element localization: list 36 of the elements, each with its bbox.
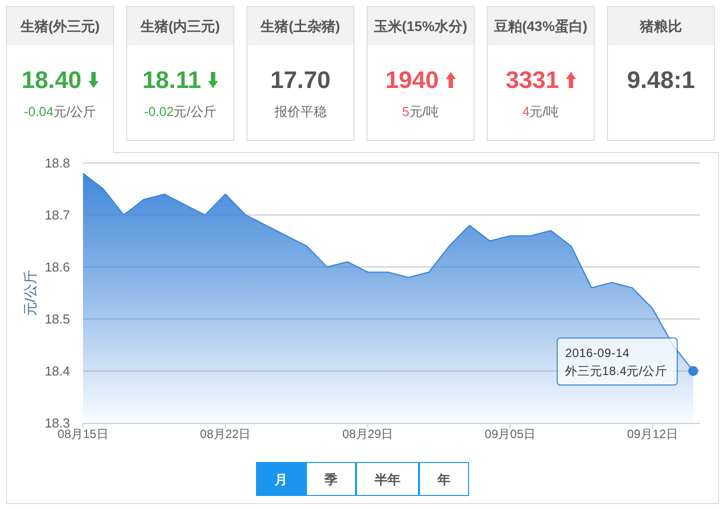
text: 9.48:1 <box>626 67 696 94</box>
category-label: 月 <box>274 472 288 487</box>
category-label: 年 <box>436 472 450 487</box>
y-axis-title: 元/公斤 <box>22 270 38 316</box>
x-tick-label: 08月22日 <box>200 427 251 441</box>
text: 生猪(外三元) <box>19 18 100 34</box>
text: 18.11 <box>142 67 202 94</box>
data-label: -0.04 <box>24 104 54 119</box>
text: 1940 <box>385 67 439 94</box>
x-tick-label: 09月05日 <box>484 427 536 441</box>
text: 猪粮比 <box>639 18 682 34</box>
text: 元/吨 <box>409 104 440 119</box>
y-tick-label: 18.8 <box>44 156 70 170</box>
annotation: 2016-09-14 外三元18.4元/公斤 <box>565 346 668 378</box>
y-tick-label: 18.7 <box>44 208 70 222</box>
data-label: 5 <box>402 104 410 119</box>
x-tick-label: 09月12日 <box>627 427 678 441</box>
text: 3331 <box>506 67 559 94</box>
text: 18.40 <box>21 67 82 94</box>
x-tick-label: 08月29日 <box>342 427 394 441</box>
text: 生猪(土杂猪) <box>260 18 340 34</box>
text: 生猪(内三元) <box>140 18 220 34</box>
y-tick-label: 18.5 <box>44 312 70 326</box>
text: 玉米(15%水分) <box>372 18 468 34</box>
text: 元/吨 <box>530 104 560 119</box>
data-label: -0.02 <box>144 104 174 119</box>
data-label: 4 <box>522 104 530 119</box>
y-tick-label: 18.4 <box>44 364 70 378</box>
text: 报价平稳 <box>273 104 326 119</box>
text: 17.70 <box>270 67 330 94</box>
text: 豆粕(43%蛋白) <box>493 18 588 34</box>
category-label: 半年 <box>374 472 400 487</box>
text: 元/公斤 <box>54 104 96 119</box>
y-tick-label: 18.6 <box>44 260 70 274</box>
category-label: 季 <box>324 472 338 487</box>
text: 元/公斤 <box>174 104 216 119</box>
